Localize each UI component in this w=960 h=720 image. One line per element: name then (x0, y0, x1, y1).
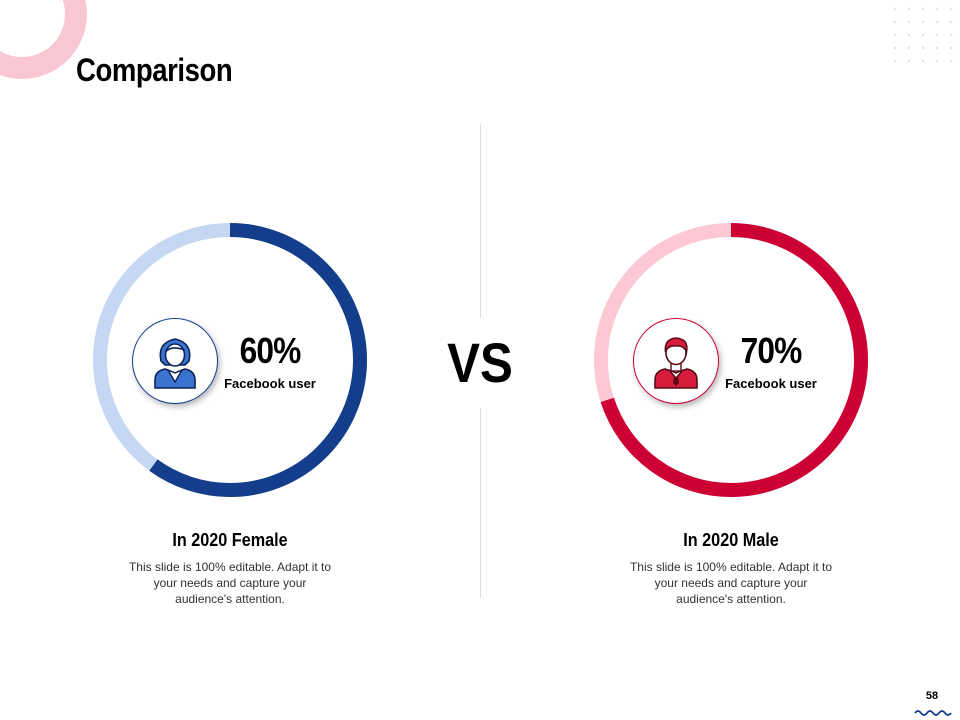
male-description: This slide is 100% editable. Adapt it to… (629, 560, 833, 606)
female-metric-label: Facebook user (224, 376, 316, 391)
slide-title: Comparison (76, 52, 233, 88)
female-donut-arc (93, 223, 367, 497)
corner-decoration (0, 0, 87, 79)
male-avatar-badge (633, 318, 719, 404)
male-metric-label: Facebook user (725, 376, 817, 391)
male-user-icon (654, 337, 698, 389)
male-heading: In 2020 Male (683, 530, 779, 550)
vs-label: VS (436, 318, 524, 408)
wave-icon (914, 710, 952, 716)
dot-grid-decoration (893, 7, 953, 63)
female-user-icon (154, 338, 196, 389)
male-donut-chart (594, 223, 868, 497)
female-heading: In 2020 Female (172, 530, 288, 550)
page-number: 58 (925, 690, 939, 702)
female-avatar-badge (132, 318, 218, 404)
female-description: This slide is 100% editable. Adapt it to… (128, 560, 332, 606)
male-percent-value: 70% (740, 330, 803, 371)
male-panel: 70% Facebook user In 2020 Male This slid… (571, 0, 891, 720)
female-panel: 60% Facebook user In 2020 Female This sl… (70, 0, 390, 720)
female-donut-chart (93, 223, 367, 497)
female-percent-value: 60% (239, 330, 302, 371)
male-donut-arc (594, 223, 868, 497)
